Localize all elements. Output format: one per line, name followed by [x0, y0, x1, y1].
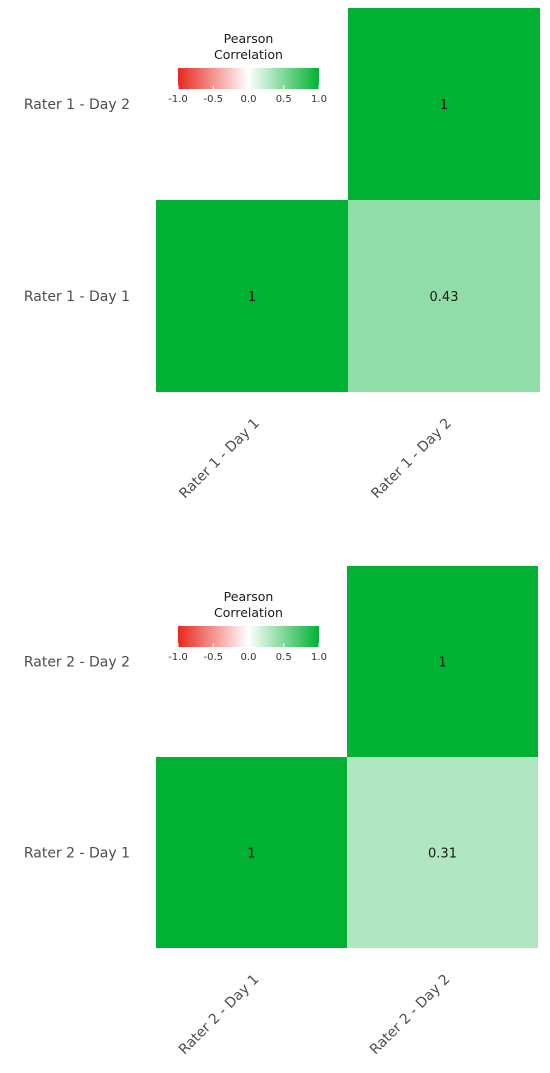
legend-title: Pearson	[224, 589, 274, 604]
y-axis-label: Rater 2 - Day 2	[24, 655, 130, 671]
legend-tick-label: 1.0	[311, 94, 327, 105]
legend-title: Correlation	[214, 605, 283, 620]
cell-value-label: 1	[438, 656, 446, 671]
heatmap-cell	[156, 200, 348, 392]
legend-tick-label: -1.0	[168, 652, 188, 663]
y-axis-label: Rater 1 - Day 2	[24, 97, 130, 113]
cell-value-label: 1	[440, 98, 448, 113]
y-axis-label: Rater 2 - Day 1	[24, 846, 130, 862]
cell-value-label: 1	[248, 290, 256, 305]
legend-title: Pearson	[224, 31, 274, 46]
heatmap-cell	[156, 757, 347, 948]
legend-tick-label: -0.5	[203, 94, 223, 105]
legend-tick-label: 0.0	[241, 94, 257, 105]
legend-tick-label: 0.5	[276, 94, 292, 105]
legend-colorbar	[178, 68, 319, 89]
heatmap-panel: 1 0.31 1 Rater 2 - Day 1 Rater 2 - Day 2 Rate…	[24, 566, 538, 1058]
legend-tick-label: 0.0	[241, 652, 257, 663]
cell-value-label: 0.31	[428, 847, 457, 862]
legend-tick-label: 1.0	[311, 652, 327, 663]
cell-value-label: 0.43	[430, 290, 459, 305]
x-axis-label: Rater 1 - Day 2	[368, 416, 454, 502]
x-axis-label: Rater 1 - Day 1	[176, 416, 262, 502]
heatmap-cell	[348, 200, 540, 392]
legend-tick-label: 0.5	[276, 652, 292, 663]
x-axis-label: Rater 2 - Day 2	[367, 972, 453, 1058]
heatmap-cell	[347, 566, 538, 757]
legend-tick-label: -0.5	[203, 652, 223, 663]
legend-title: Correlation	[214, 47, 283, 62]
heatmap-panel: 1 0.43 1 Rater 1 - Day 1 Rater 1 - Day 2 Rate…	[24, 8, 540, 502]
legend-colorbar	[178, 626, 319, 647]
y-axis-label: Rater 1 - Day 1	[24, 289, 130, 305]
cell-value-label: 1	[247, 847, 255, 862]
heatmap-cell	[348, 8, 540, 200]
x-axis-label: Rater 2 - Day 1	[176, 972, 262, 1058]
legend-tick-label: -1.0	[168, 94, 188, 105]
heatmap-cell	[347, 757, 538, 948]
